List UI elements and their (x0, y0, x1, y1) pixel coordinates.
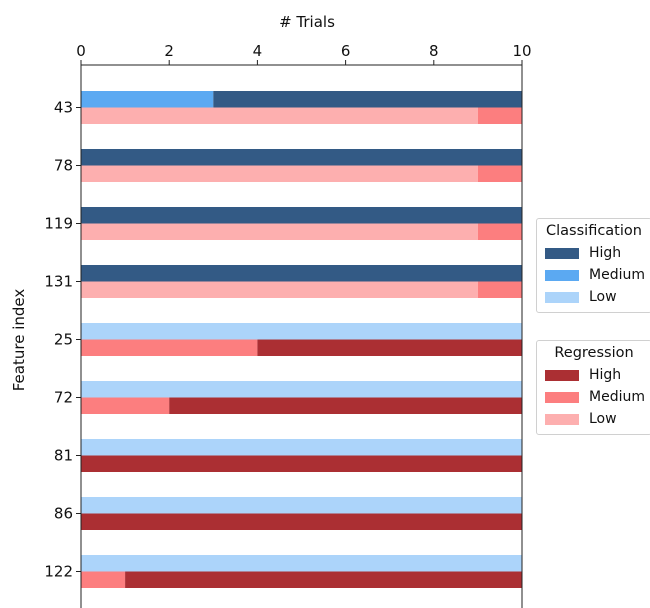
x-tick-label-6: 6 (341, 42, 351, 60)
bar-regression-medium-122 (81, 571, 126, 588)
x-tick-label-2: 2 (164, 42, 174, 60)
bar-regression-low-119 (81, 223, 478, 240)
y-tick-label-72: 72 (54, 389, 73, 407)
legend-swatch-regression-low (545, 413, 579, 425)
bar-classification-low-81 (81, 439, 522, 456)
legend-swatch-regression-high (545, 369, 579, 381)
legend-label: Medium (589, 389, 645, 405)
bar-regression-low-78 (81, 165, 478, 182)
x-tick-label-10: 10 (512, 42, 531, 60)
y-tick-label-122: 122 (44, 563, 73, 581)
bar-classification-low-86 (81, 497, 522, 514)
legend-item-regression-medium: Medium (545, 386, 645, 408)
bars-layer (81, 91, 523, 588)
legend-item-regression-low: Low (545, 408, 643, 430)
bar-classification-high-78 (81, 149, 522, 166)
y-tick-label-119: 119 (44, 215, 73, 233)
legend-item-classification-medium: Medium (545, 264, 645, 286)
bar-regression-medium-119 (477, 223, 522, 240)
bar-regression-high-122 (125, 571, 522, 588)
legend-item-regression-high: High (545, 364, 643, 386)
y-tick-label-81: 81 (54, 447, 73, 465)
bar-regression-medium-43 (477, 107, 522, 124)
legend-swatch-classification-low (545, 291, 579, 303)
bar-classification-high-43 (213, 91, 523, 108)
legend-label: Medium (589, 267, 645, 283)
legend-title-regression: Regression (554, 345, 634, 361)
bar-classification-low-72 (81, 381, 522, 398)
bar-regression-medium-72 (81, 397, 170, 414)
legend-label: High (589, 367, 622, 383)
legend-classification: Classification High Medium Low (536, 218, 650, 313)
bar-classification-medium-43 (81, 91, 214, 108)
legend-item-classification-low: Low (545, 286, 643, 308)
y-tick-label-131: 131 (44, 273, 73, 291)
bar-regression-medium-131 (477, 281, 522, 298)
bar-regression-low-131 (81, 281, 478, 298)
bar-regression-high-25 (257, 339, 522, 356)
legend-item-classification-high: High (545, 242, 643, 264)
y-tick-label-86: 86 (54, 505, 73, 523)
y-tick-label-43: 43 (54, 99, 73, 117)
legend-title-classification: Classification (546, 223, 642, 239)
bar-classification-high-131 (81, 265, 522, 282)
ticks-layer: 43 78 119 131 25 72 81 86 122 0 2 4 6 8 10 (44, 42, 531, 581)
y-tick-label-25: 25 (54, 331, 73, 349)
legend-regression: Regression High Medium Low (536, 340, 650, 435)
legend-swatch-classification-high (545, 247, 579, 259)
bar-regression-high-81 (81, 455, 522, 472)
bar-regression-low-43 (81, 107, 478, 124)
bar-regression-medium-25 (81, 339, 258, 356)
legend-swatch-classification-medium (545, 269, 579, 281)
bar-regression-medium-78 (477, 165, 522, 182)
y-tick-label-78: 78 (54, 157, 73, 175)
bar-classification-low-25 (81, 323, 522, 340)
legend-label: High (589, 245, 622, 261)
x-tick-label-0: 0 (76, 42, 86, 60)
y-axis-title: Feature index (10, 289, 28, 392)
plot-frame (80, 64, 523, 608)
bar-regression-high-86 (81, 513, 522, 530)
legend-label: Low (589, 289, 617, 305)
x-tick-label-4: 4 (253, 42, 263, 60)
bar-regression-high-72 (169, 397, 522, 414)
legend-label: Low (589, 411, 617, 427)
legend-swatch-regression-medium (545, 391, 579, 403)
bar-classification-high-119 (81, 207, 522, 224)
x-axis-title: # Trials (279, 13, 335, 31)
x-tick-label-8: 8 (429, 42, 439, 60)
bar-classification-low-122 (81, 555, 522, 572)
